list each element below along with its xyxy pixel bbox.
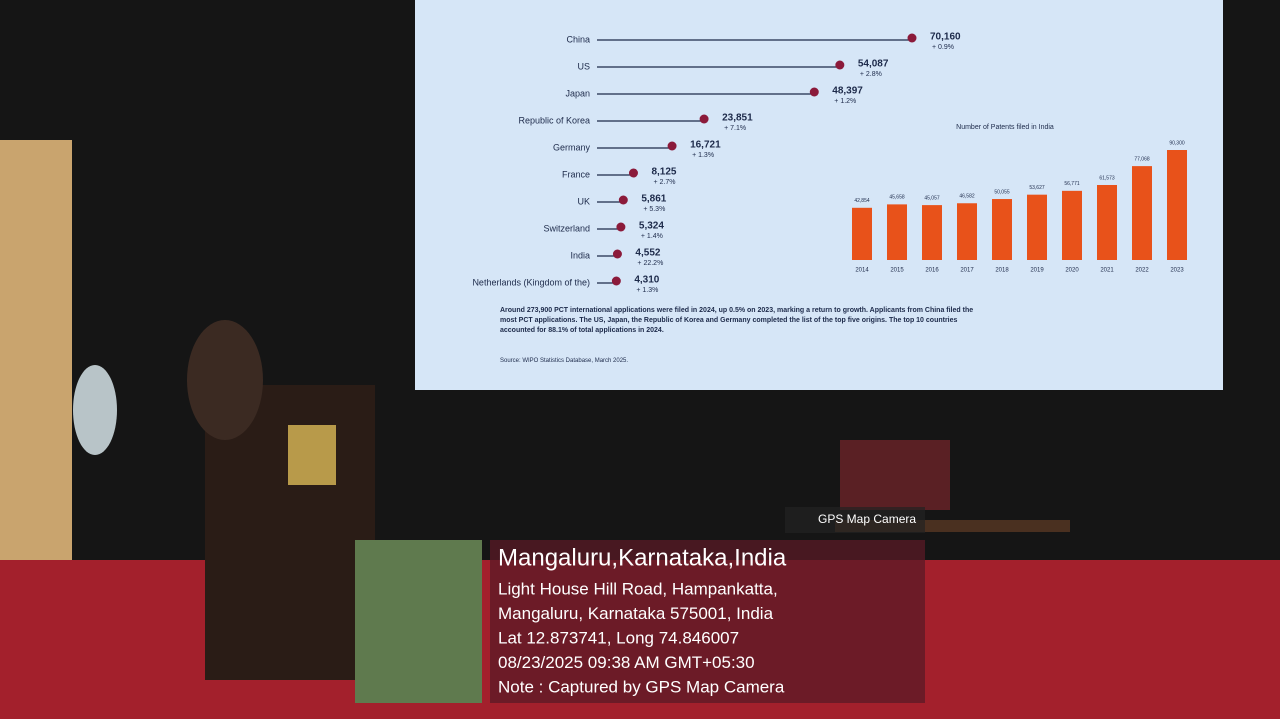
value-label: 4,310	[634, 275, 659, 286]
bar	[1167, 150, 1187, 260]
value-label: 4,552	[635, 248, 660, 259]
x-tick-label: 2014	[855, 268, 869, 274]
bar	[1132, 166, 1152, 260]
location-line: 08/23/2025 09:38 AM GMT+05:30	[498, 653, 755, 672]
category-label: US	[577, 61, 590, 71]
bar-value-label: 53,627	[1029, 185, 1045, 191]
bar	[992, 199, 1012, 260]
value-label: 16,721	[690, 140, 721, 151]
dot	[835, 60, 845, 70]
growth-label: + 2.8%	[860, 71, 882, 78]
dot	[907, 33, 917, 43]
x-tick-label: 2016	[925, 268, 939, 274]
chart-title: Number of Patents filed in India	[956, 124, 1054, 131]
dot	[616, 222, 626, 232]
growth-label: + 22.2%	[637, 260, 663, 267]
x-tick-label: 2015	[890, 268, 904, 274]
dot	[699, 114, 709, 124]
location-city: Mangaluru,Karnataka,India	[498, 544, 787, 571]
bar	[922, 205, 942, 260]
x-tick-label: 2020	[1065, 268, 1079, 274]
location-panel	[490, 540, 925, 703]
location-line: Note : Captured by GPS Map Camera	[498, 677, 785, 696]
growth-label: + 5.3%	[643, 206, 665, 213]
value-label: 5,324	[639, 221, 664, 232]
x-tick-label: 2017	[960, 268, 974, 274]
bar	[1062, 190, 1082, 260]
category-label: France	[562, 169, 590, 179]
bar-value-label: 77,068	[1134, 156, 1150, 162]
location-line: Mangaluru, Karnataka 575001, India	[498, 604, 774, 623]
x-tick-label: 2021	[1100, 268, 1114, 274]
bar	[887, 204, 907, 260]
growth-label: + 2.7%	[653, 179, 675, 186]
map-thumbnail	[355, 540, 482, 703]
bar-value-label: 46,582	[959, 194, 975, 200]
fan	[73, 365, 117, 455]
bar-value-label: 90,300	[1169, 140, 1185, 146]
dot	[628, 168, 638, 178]
bar-value-label: 45,658	[889, 195, 905, 201]
category-label: China	[566, 34, 590, 44]
growth-label: + 1.3%	[636, 287, 658, 294]
dot	[667, 141, 677, 151]
growth-label: + 1.4%	[641, 233, 663, 240]
category-label: Japan	[565, 88, 590, 98]
chair	[840, 440, 950, 510]
speaker	[187, 320, 263, 440]
value-label: 5,861	[641, 194, 666, 205]
bar	[852, 207, 872, 260]
value-label: 48,397	[832, 86, 863, 97]
bar-value-label: 45,057	[924, 195, 940, 201]
growth-label: + 0.9%	[932, 44, 954, 51]
category-label: UK	[577, 196, 590, 206]
bar-value-label: 56,771	[1064, 181, 1080, 187]
category-label: India	[570, 250, 590, 260]
app-badge	[785, 507, 925, 533]
category-label: Switzerland	[543, 223, 590, 233]
dot	[612, 249, 622, 259]
location-line: Light House Hill Road, Hampankatta,	[498, 579, 778, 598]
bar	[1027, 194, 1047, 260]
bar-value-label: 61,573	[1099, 175, 1115, 181]
bar	[957, 203, 977, 260]
x-tick-label: 2018	[995, 268, 1009, 274]
slide	[415, 0, 1223, 390]
slide-source: Source: WIPO Statistics Database, March …	[500, 358, 629, 364]
bar	[1097, 184, 1117, 260]
category-label: Republic of Korea	[518, 115, 590, 125]
bar-value-label: 50,055	[994, 189, 1010, 195]
x-tick-label: 2023	[1170, 268, 1184, 274]
location-line: Lat 12.873741, Long 74.846007	[498, 628, 739, 647]
slide-footnote: Around 273,900 PCT international applica…	[500, 307, 974, 334]
growth-label: + 7.1%	[724, 125, 746, 132]
dot	[809, 87, 819, 97]
value-label: 23,851	[722, 113, 753, 124]
x-tick-label: 2019	[1030, 268, 1044, 274]
bar-value-label: 42,854	[854, 198, 870, 204]
x-tick-label: 2022	[1135, 268, 1149, 274]
app-name: GPS Map Camera	[818, 512, 916, 526]
podium-crest	[288, 425, 336, 485]
dot	[611, 276, 621, 286]
value-label: 54,087	[858, 59, 889, 70]
value-label: 70,160	[930, 32, 961, 43]
category-label: Germany	[553, 142, 591, 152]
door	[0, 140, 72, 570]
category-label: Netherlands (Kingdom of the)	[472, 277, 590, 287]
growth-label: + 1.2%	[834, 98, 856, 105]
dot	[618, 195, 628, 205]
value-label: 8,125	[651, 167, 676, 178]
growth-label: + 1.3%	[692, 152, 714, 159]
